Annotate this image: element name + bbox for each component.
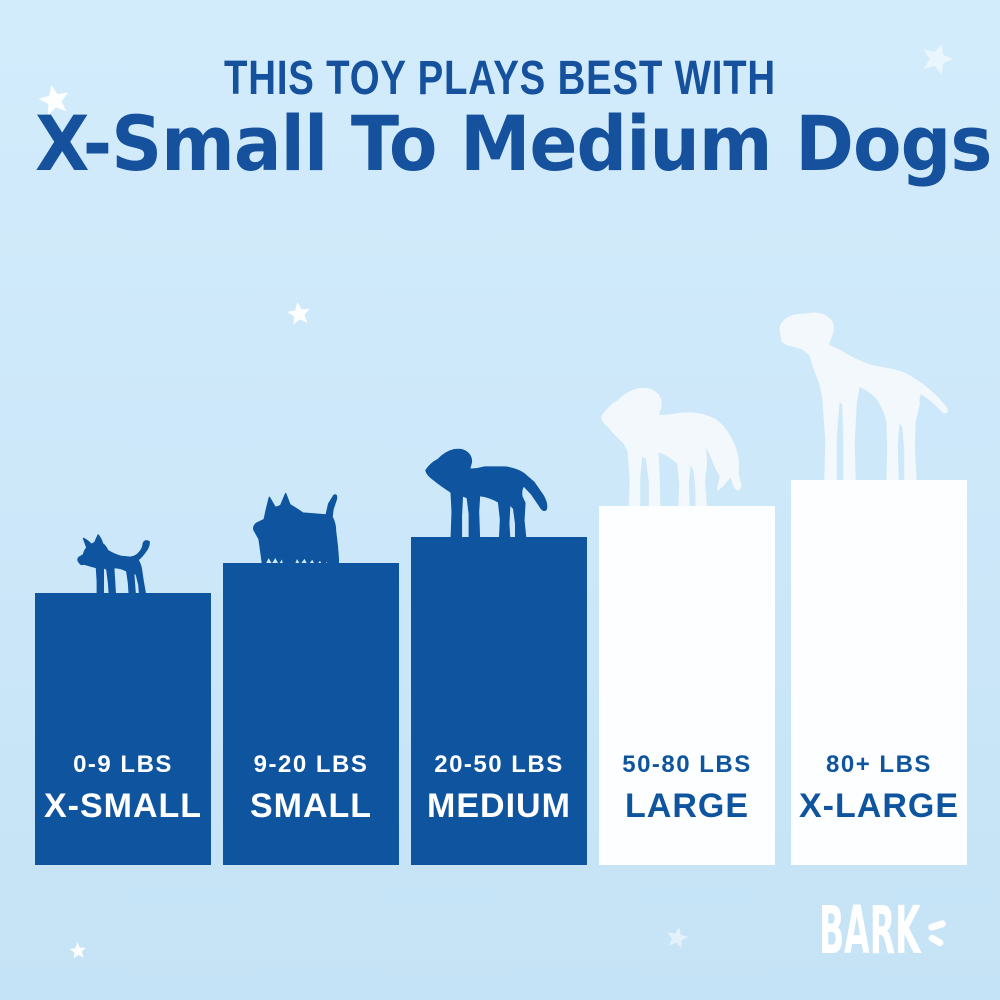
golden-retriever-icon xyxy=(601,387,742,509)
weight-range-label: 80+ LBS xyxy=(826,751,932,779)
size-bar: 0-9 LBS X-SMALL xyxy=(35,593,211,865)
great-dane-icon xyxy=(779,312,948,483)
bark-logo: BARK xyxy=(819,898,1000,964)
star-icon xyxy=(69,942,86,959)
size-column-medium: 20-50 LBS MEDIUM xyxy=(411,245,587,865)
star-icon xyxy=(287,301,310,325)
labrador-icon xyxy=(425,448,548,540)
size-bar: 9-20 LBS SMALL xyxy=(223,563,399,865)
size-column-small: 9-20 LBS SMALL xyxy=(223,245,399,865)
weight-range-label: 0-9 LBS xyxy=(73,751,173,779)
bark-logo-text: BARK xyxy=(819,892,921,969)
size-name-label: X-LARGE xyxy=(799,786,959,825)
size-bar: 80+ LBS X-LARGE xyxy=(791,480,967,865)
weight-range-label: 20-50 LBS xyxy=(434,751,564,779)
size-bar: 20-50 LBS MEDIUM xyxy=(411,537,587,865)
chihuahua-icon xyxy=(77,534,150,596)
size-bar-labels: 9-20 LBS SMALL xyxy=(223,751,399,825)
size-bar: 50-80 LBS LARGE xyxy=(599,506,775,865)
star-icon xyxy=(38,84,69,116)
weight-range-label: 9-20 LBS xyxy=(253,751,369,779)
size-name-label: X-SMALL xyxy=(43,786,203,825)
size-bar-labels: 80+ LBS X-LARGE xyxy=(791,751,967,825)
size-name-label: LARGE xyxy=(625,786,749,825)
size-name-label: SMALL xyxy=(249,786,373,825)
bark-sound-lines-icon xyxy=(928,920,946,947)
size-column-large: 50-80 LBS LARGE xyxy=(599,245,775,865)
size-bar-labels: 20-50 LBS MEDIUM xyxy=(411,751,587,825)
size-column-xlarge: 80+ LBS X-LARGE xyxy=(779,245,967,865)
size-name-label: MEDIUM xyxy=(427,786,571,825)
star-icon xyxy=(667,926,689,949)
size-recommendation-eyebrow: THIS TOY PLAYS BEST WITH xyxy=(224,52,776,105)
size-recommendation-title: X-Small To Medium Dogs xyxy=(35,99,992,188)
size-bar-labels: 0-9 LBS X-SMALL xyxy=(35,751,211,825)
weight-range-label: 50-80 LBS xyxy=(622,751,752,779)
star-icon xyxy=(923,43,954,75)
dog-size-chart: 0-9 LBS X-SMALL 9-20 LBS SMALL xyxy=(0,245,1000,865)
scottish-terrier-icon xyxy=(253,492,339,566)
size-column-xsmall: 0-9 LBS X-SMALL xyxy=(35,245,211,865)
size-bar-labels: 50-80 LBS LARGE xyxy=(599,751,775,825)
